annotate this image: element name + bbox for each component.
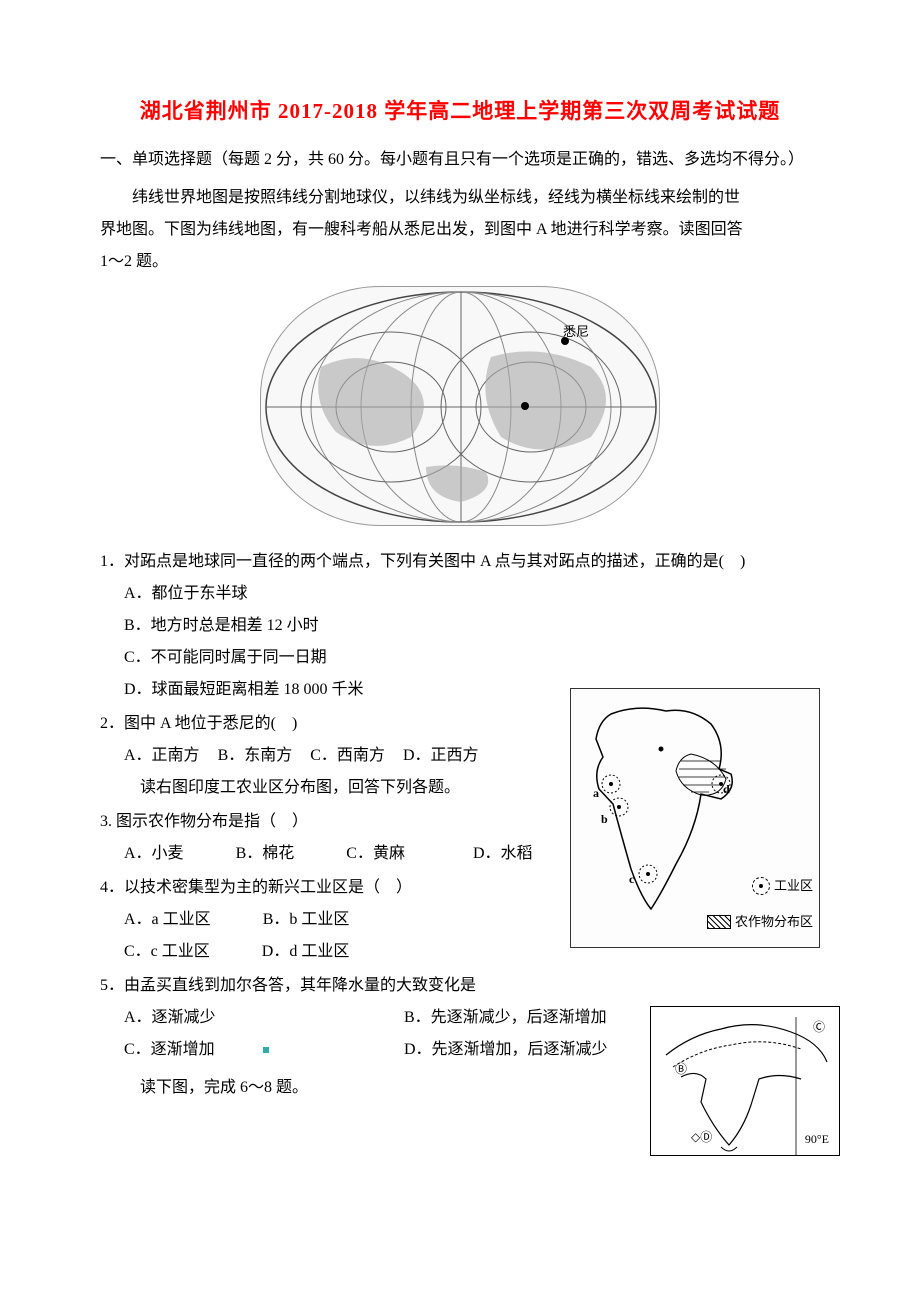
small-map-figure: Ⓒ Ⓑ ◇Ⓓ 90°E <box>650 1006 840 1156</box>
q3-option-c: C．黄麻 <box>346 845 405 862</box>
q4-option-c: C．c 工业区 <box>124 943 210 960</box>
q1-option-c: C．不可能同时属于同一日期 <box>100 642 820 674</box>
legend-industry-icon <box>752 877 770 895</box>
q2-option-a: A．正南方 <box>124 747 200 764</box>
q3-option-b: B．棉花 <box>236 845 295 862</box>
map-point-a-dot <box>521 402 529 410</box>
q5-option-d: D．先逐渐增加，后逐渐减少 <box>404 1034 608 1066</box>
legend-industry-label: 工业区 <box>774 873 813 899</box>
q4-option-d: D．d 工业区 <box>262 943 350 960</box>
section-intro: 一、单项选择题（每题 2 分，共 60 分。每小题有且只有一个选项是正确的，错选… <box>100 144 820 176</box>
cyan-dot-icon <box>263 1047 269 1053</box>
q5-options-row2: C．逐渐增加 D．先逐渐增加，后逐渐减少 <box>100 1034 650 1066</box>
passage-1-line-3: 1～2 题。 <box>100 246 820 278</box>
india-map-figure: a b c d 工业区 农作物分布区 <box>570 688 820 948</box>
q4-option-b: B．b 工业区 <box>263 911 350 928</box>
page-title: 湖北省荆州市 2017-2018 学年高二地理上学期第三次双周考试试题 <box>100 90 820 132</box>
q5-option-b: B．先逐渐减少，后逐渐增加 <box>404 1002 607 1034</box>
q5-option-a: A．逐渐减少 <box>124 1002 404 1034</box>
q4-option-a: A．a 工业区 <box>124 911 211 928</box>
q1-option-a: A．都位于东半球 <box>100 578 820 610</box>
q2-option-c: C．西南方 <box>310 747 385 764</box>
map-sydney-dot <box>561 337 569 345</box>
india-marker-a: a <box>593 781 599 805</box>
map-1-container: 悉尼 <box>100 286 820 538</box>
india-marker-d: d <box>723 777 730 801</box>
q5-option-c: C．逐渐增加 <box>124 1034 404 1066</box>
india-marker-b: b <box>601 807 608 831</box>
small-map-label-c: Ⓒ <box>813 1015 825 1039</box>
legend-crop-label: 农作物分布区 <box>735 909 813 935</box>
legend-crop: 农作物分布区 <box>707 909 813 935</box>
legend-industry: 工业区 <box>752 873 813 899</box>
small-map-label-b: Ⓑ <box>675 1057 687 1081</box>
small-map-label-e: 90°E <box>805 1127 829 1151</box>
q2-option-b: B．东南方 <box>218 747 293 764</box>
q5-options-row1: A．逐渐减少 B．先逐渐减少，后逐渐增加 <box>100 1002 650 1034</box>
q2-option-d: D．正西方 <box>403 747 479 764</box>
world-map-figure: 悉尼 <box>260 286 660 526</box>
passage-1-line-2: 界地图。下图为纬线地图，有一艘科考船从悉尼出发，到图中 A 地进行科学考察。读图… <box>100 214 820 246</box>
q1-stem: 1．对跖点是地球同一直径的两个端点，下列有关图中 A 点与其对跖点的描述，正确的… <box>100 546 820 578</box>
q1-option-b: B．地方时总是相差 12 小时 <box>100 610 820 642</box>
legend-crop-icon <box>707 915 731 929</box>
q3-option-a: A．小麦 <box>124 845 184 862</box>
passage-1-line-1: 纬线世界地图是按照纬线分割地球仪，以纬线为纵坐标线，经线为横坐标线来绘制的世 <box>100 182 820 214</box>
india-marker-c: c <box>629 867 634 891</box>
small-map-label-d: ◇Ⓓ <box>691 1125 712 1149</box>
q5-stem: 5．由孟买直线到加尔各答，其年降水量的大致变化是 <box>100 970 820 1002</box>
q3-option-d: D．水稻 <box>473 845 533 862</box>
